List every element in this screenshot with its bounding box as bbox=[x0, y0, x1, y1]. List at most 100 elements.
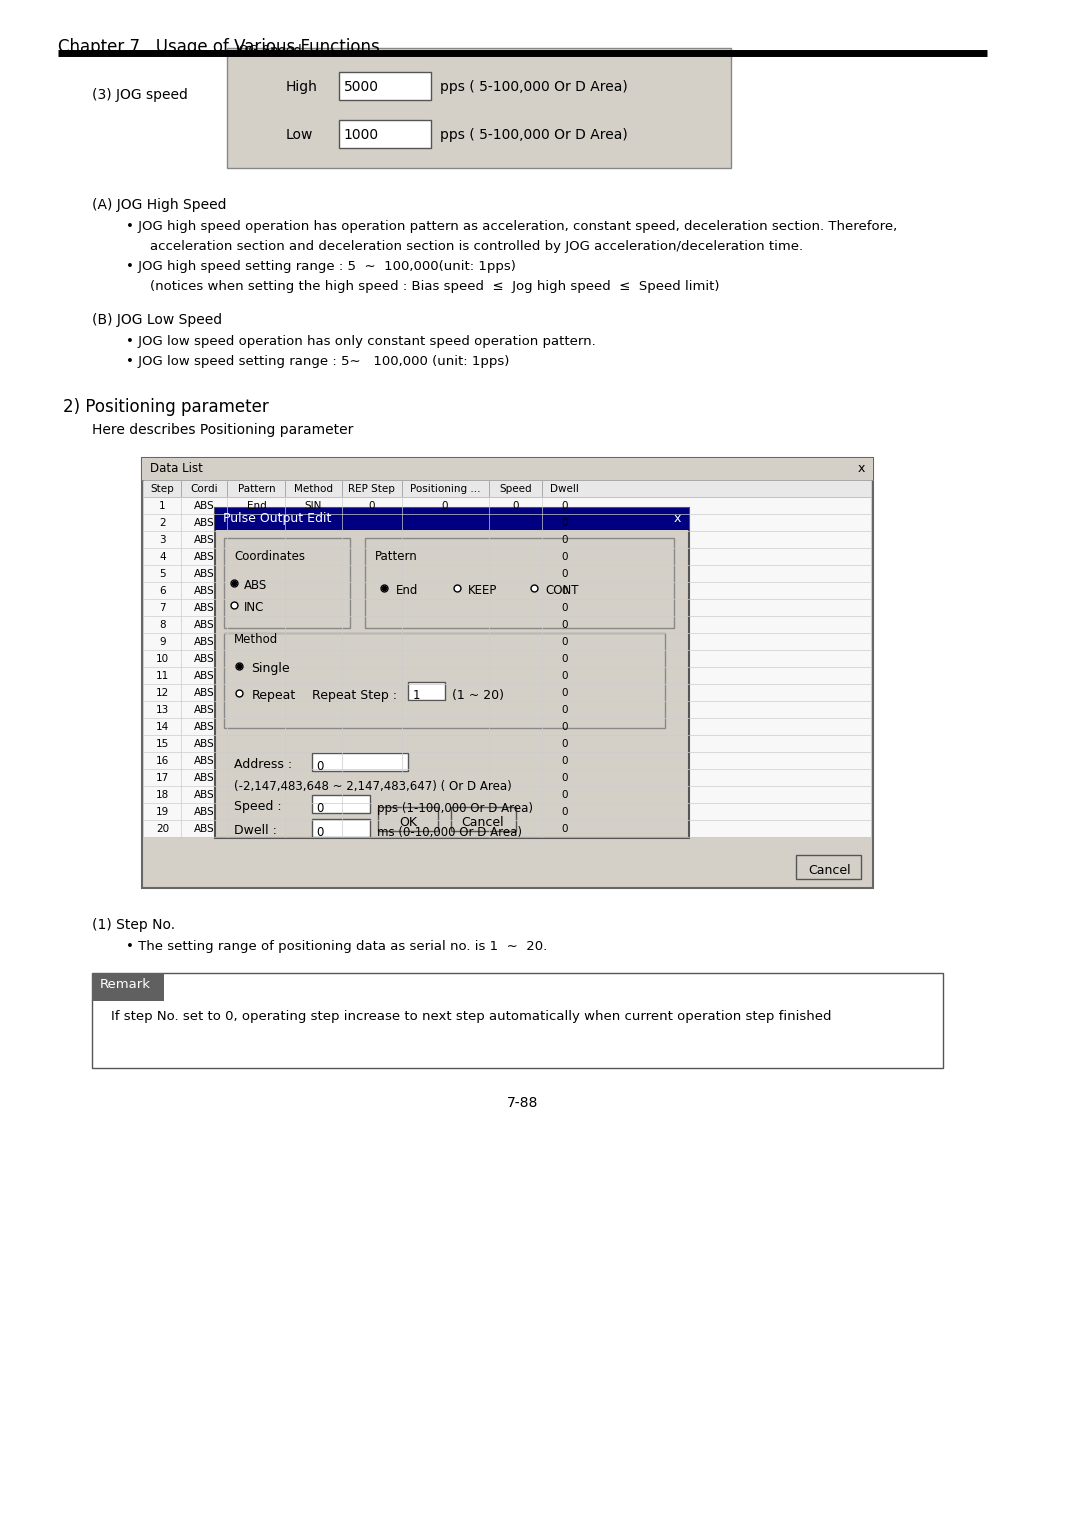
Text: Method: Method bbox=[234, 633, 279, 646]
Text: ABS: ABS bbox=[244, 579, 267, 591]
Bar bbox=[311, 795, 369, 813]
Text: 0: 0 bbox=[562, 704, 568, 715]
Text: ABS: ABS bbox=[193, 535, 215, 544]
Text: 12: 12 bbox=[156, 688, 170, 697]
Text: ABS: ABS bbox=[193, 773, 215, 782]
Bar bbox=[144, 616, 870, 633]
Bar bbox=[144, 532, 870, 549]
Text: (B) JOG Low Speed: (B) JOG Low Speed bbox=[92, 313, 222, 327]
Text: ABS: ABS bbox=[193, 619, 215, 630]
Bar bbox=[144, 582, 870, 599]
Text: 5: 5 bbox=[159, 568, 166, 579]
Text: 2) Positioning parameter: 2) Positioning parameter bbox=[63, 397, 269, 416]
Text: 0: 0 bbox=[562, 585, 568, 596]
Text: Low: Low bbox=[285, 128, 313, 142]
Bar bbox=[144, 668, 870, 685]
Text: 0: 0 bbox=[562, 790, 568, 799]
Bar bbox=[408, 681, 445, 700]
Text: ABS: ABS bbox=[193, 824, 215, 833]
Text: ABS: ABS bbox=[193, 501, 215, 510]
Text: Speed: Speed bbox=[499, 483, 531, 494]
Text: 0: 0 bbox=[442, 501, 448, 510]
Text: KEEP: KEEP bbox=[469, 584, 498, 597]
Text: 9: 9 bbox=[159, 637, 166, 646]
Text: 0: 0 bbox=[562, 637, 568, 646]
Text: 7: 7 bbox=[159, 602, 166, 613]
Text: Dwell :: Dwell : bbox=[234, 824, 278, 837]
Text: (A) JOG High Speed: (A) JOG High Speed bbox=[92, 199, 227, 212]
FancyBboxPatch shape bbox=[450, 807, 516, 831]
Text: ABS: ABS bbox=[193, 568, 215, 579]
Text: Positioning ...: Positioning ... bbox=[409, 483, 481, 494]
Text: ABS: ABS bbox=[193, 738, 215, 749]
Text: 2: 2 bbox=[159, 518, 166, 527]
Text: x: x bbox=[674, 512, 681, 526]
Text: Cordi: Cordi bbox=[190, 483, 218, 494]
Text: acceleration section and deceleration section is controlled by JOG acceleration/: acceleration section and deceleration se… bbox=[150, 240, 804, 254]
Text: (3) JOG speed: (3) JOG speed bbox=[92, 89, 188, 102]
Bar bbox=[144, 549, 870, 565]
Bar bbox=[225, 633, 664, 727]
Text: 17: 17 bbox=[156, 773, 170, 782]
Text: x: x bbox=[858, 461, 865, 475]
Bar bbox=[215, 507, 689, 837]
Text: 19: 19 bbox=[156, 807, 170, 816]
Text: JOG Speed: JOG Speed bbox=[235, 44, 301, 57]
FancyBboxPatch shape bbox=[339, 72, 431, 99]
Text: 0: 0 bbox=[562, 518, 568, 527]
Text: • The setting range of positioning data as serial no. is 1  ∼  20.: • The setting range of positioning data … bbox=[125, 940, 548, 953]
Text: ABS: ABS bbox=[193, 671, 215, 680]
Text: ABS: ABS bbox=[193, 807, 215, 816]
Text: (notices when setting the high speed : Bias speed  ≤  Jog high speed  ≤  Speed l: (notices when setting the high speed : B… bbox=[150, 280, 719, 293]
Text: End: End bbox=[395, 584, 418, 597]
Text: • JOG low speed setting range : 5∼   100,000 (unit: 1pps): • JOG low speed setting range : 5∼ 100,0… bbox=[125, 354, 509, 368]
Text: 4: 4 bbox=[159, 552, 166, 561]
FancyBboxPatch shape bbox=[228, 47, 730, 168]
Text: Coordinates: Coordinates bbox=[234, 550, 306, 562]
Text: 0: 0 bbox=[562, 688, 568, 697]
Text: ms (0-10,000 Or D Area): ms (0-10,000 Or D Area) bbox=[377, 827, 523, 839]
Bar bbox=[144, 649, 870, 668]
Text: • JOG low speed operation has only constant speed operation pattern.: • JOG low speed operation has only const… bbox=[125, 335, 595, 348]
Text: 0: 0 bbox=[562, 671, 568, 680]
Text: Remark: Remark bbox=[99, 978, 151, 992]
Text: Pulse Output Edit: Pulse Output Edit bbox=[222, 512, 330, 526]
Bar bbox=[144, 769, 870, 785]
Text: 7-88: 7-88 bbox=[507, 1096, 538, 1109]
Text: pps ( 5-100,000 Or D Area): pps ( 5-100,000 Or D Area) bbox=[441, 79, 627, 95]
Text: 0: 0 bbox=[368, 501, 375, 510]
Text: pps (1-100,000 Or D Area): pps (1-100,000 Or D Area) bbox=[377, 802, 534, 814]
Text: INC: INC bbox=[244, 601, 265, 614]
Bar bbox=[144, 685, 870, 701]
Bar bbox=[143, 458, 873, 480]
Text: ABS: ABS bbox=[193, 552, 215, 561]
Text: ABS: ABS bbox=[193, 518, 215, 527]
FancyBboxPatch shape bbox=[339, 121, 431, 148]
Text: • JOG high speed operation has operation pattern as acceleration, constant speed: • JOG high speed operation has operation… bbox=[125, 220, 897, 232]
Text: 18: 18 bbox=[156, 790, 170, 799]
Text: 0: 0 bbox=[562, 501, 568, 510]
Text: 0: 0 bbox=[562, 654, 568, 663]
Text: 0: 0 bbox=[562, 773, 568, 782]
Text: ABS: ABS bbox=[193, 602, 215, 613]
Bar bbox=[311, 819, 369, 837]
Bar bbox=[144, 718, 870, 735]
FancyBboxPatch shape bbox=[378, 807, 438, 831]
Bar bbox=[144, 804, 870, 821]
Bar bbox=[144, 633, 870, 649]
Text: (1) Step No.: (1) Step No. bbox=[92, 918, 175, 932]
Text: ABS: ABS bbox=[193, 790, 215, 799]
Text: CONT: CONT bbox=[545, 584, 579, 597]
Bar bbox=[144, 752, 870, 769]
Bar bbox=[144, 513, 870, 532]
Text: 16: 16 bbox=[156, 755, 170, 766]
Text: 0: 0 bbox=[562, 552, 568, 561]
Text: 15: 15 bbox=[156, 738, 170, 749]
Text: Pattern: Pattern bbox=[375, 550, 417, 562]
Bar bbox=[311, 753, 408, 772]
Text: If step No. set to 0, operating step increase to next step automatically when cu: If step No. set to 0, operating step inc… bbox=[111, 1010, 832, 1024]
Text: 0: 0 bbox=[316, 759, 324, 773]
Bar bbox=[92, 973, 164, 1001]
Bar bbox=[365, 538, 674, 628]
Text: 0: 0 bbox=[512, 501, 518, 510]
